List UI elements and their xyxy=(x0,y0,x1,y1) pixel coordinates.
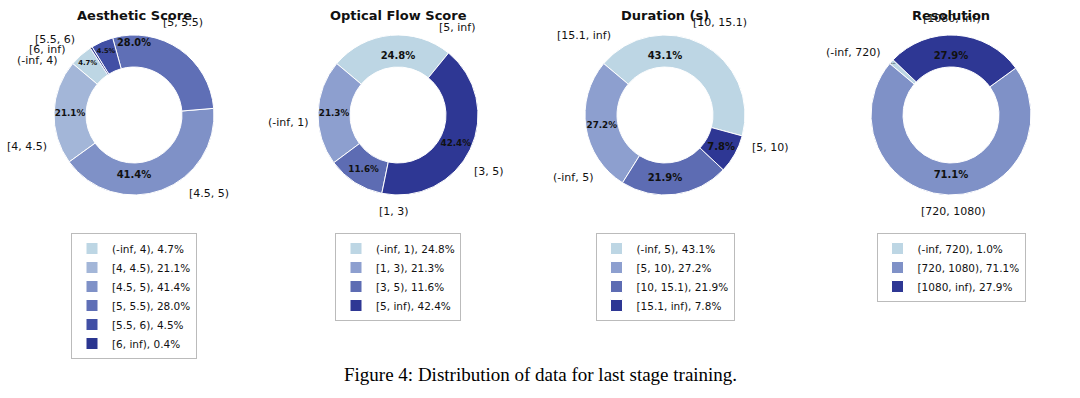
svg-text:0.4%: 0.4% xyxy=(91,48,93,49)
svg-text:[4, 4.5): [4, 4.5) xyxy=(7,140,47,153)
svg-text:(-inf, 1), 24.8%: (-inf, 1), 24.8% xyxy=(376,243,455,255)
svg-text:[15.1, inf), 7.8%: [15.1, inf), 7.8% xyxy=(637,300,722,312)
svg-text:1.0%: 1.0% xyxy=(891,62,896,65)
svg-text:43.1%: 43.1% xyxy=(648,50,683,61)
svg-text:[1080, inf), 27.9%: [1080, inf), 27.9% xyxy=(918,281,1013,293)
svg-text:[5, 10), 27.2%: [5, 10), 27.2% xyxy=(637,262,712,274)
svg-text:4.5%: 4.5% xyxy=(97,47,116,55)
svg-text:21.1%: 21.1% xyxy=(55,108,86,118)
svg-text:Aesthetic Score: Aesthetic Score xyxy=(77,8,192,23)
svg-text:(-inf, 5), 43.1%: (-inf, 5), 43.1% xyxy=(637,243,716,255)
svg-text:[5.5, 6), 4.5%: [5.5, 6), 4.5% xyxy=(112,319,184,331)
svg-text:[10, 15.1), 21.9%: [10, 15.1), 21.9% xyxy=(637,281,729,293)
svg-text:27.9%: 27.9% xyxy=(934,50,969,61)
svg-text:(-inf, 4), 4.7%: (-inf, 4), 4.7% xyxy=(112,243,184,255)
svg-text:[1, 3): [1, 3) xyxy=(379,205,409,218)
svg-text:[4.5, 5), 41.4%: [4.5, 5), 41.4% xyxy=(112,281,190,293)
svg-text:[4.5, 5): [4.5, 5) xyxy=(189,187,229,200)
svg-text:21.9%: 21.9% xyxy=(648,172,683,183)
svg-text:Duration (s): Duration (s) xyxy=(621,8,709,23)
svg-text:41.4%: 41.4% xyxy=(117,169,152,180)
svg-text:[5, 5.5): [5, 5.5) xyxy=(163,16,203,29)
svg-text:[3, 5): [3, 5) xyxy=(474,165,504,178)
svg-text:(-inf, 1): (-inf, 1) xyxy=(268,116,308,129)
svg-text:[720, 1080): [720, 1080) xyxy=(921,205,986,218)
svg-text:[5, 5.5), 28.0%: [5, 5.5), 28.0% xyxy=(112,300,190,312)
svg-text:42.4%: 42.4% xyxy=(441,138,472,148)
svg-text:[4, 4.5), 21.1%: [4, 4.5), 21.1% xyxy=(112,262,190,274)
svg-text:27.2%: 27.2% xyxy=(587,120,618,130)
svg-text:(-inf, 720): (-inf, 720) xyxy=(826,46,880,59)
svg-text:[5.5, 6): [5.5, 6) xyxy=(35,33,75,46)
svg-text:[10, 15.1): [10, 15.1) xyxy=(693,16,747,29)
svg-text:21.3%: 21.3% xyxy=(319,108,350,118)
svg-text:[3, 5), 11.6%: [3, 5), 11.6% xyxy=(376,281,444,293)
svg-text:[1080, inf): [1080, inf) xyxy=(923,12,980,25)
svg-text:[15.1, inf): [15.1, inf) xyxy=(557,29,611,42)
svg-text:[6, inf): [6, inf) xyxy=(29,43,65,56)
svg-text:[5, inf): [5, inf) xyxy=(439,21,475,34)
svg-text:[1, 3), 21.3%: [1, 3), 21.3% xyxy=(376,262,444,274)
svg-text:(-inf, 4): (-inf, 4) xyxy=(17,54,57,67)
svg-text:[720, 1080), 71.1%: [720, 1080), 71.1% xyxy=(918,262,1020,274)
svg-text:4.7%: 4.7% xyxy=(78,59,97,67)
svg-text:[5, inf), 42.4%: [5, inf), 42.4% xyxy=(376,300,451,312)
svg-text:(-inf, 5): (-inf, 5) xyxy=(553,171,593,184)
svg-text:Resolution: Resolution xyxy=(912,8,990,23)
svg-text:[6, inf), 0.4%: [6, inf), 0.4% xyxy=(112,338,180,350)
svg-text:Optical Flow Score: Optical Flow Score xyxy=(330,8,467,23)
svg-text:71.1%: 71.1% xyxy=(934,169,969,180)
svg-text:24.8%: 24.8% xyxy=(381,50,416,61)
svg-text:28.0%: 28.0% xyxy=(117,37,151,48)
svg-text:[5, 10): [5, 10) xyxy=(752,141,789,154)
svg-text:Figure 4: Distribution of data: Figure 4: Distribution of data for last … xyxy=(344,364,737,385)
svg-text:(-inf, 720), 1.0%: (-inf, 720), 1.0% xyxy=(918,243,1003,255)
svg-text:7.8%: 7.8% xyxy=(707,141,735,152)
svg-text:11.6%: 11.6% xyxy=(348,164,379,174)
